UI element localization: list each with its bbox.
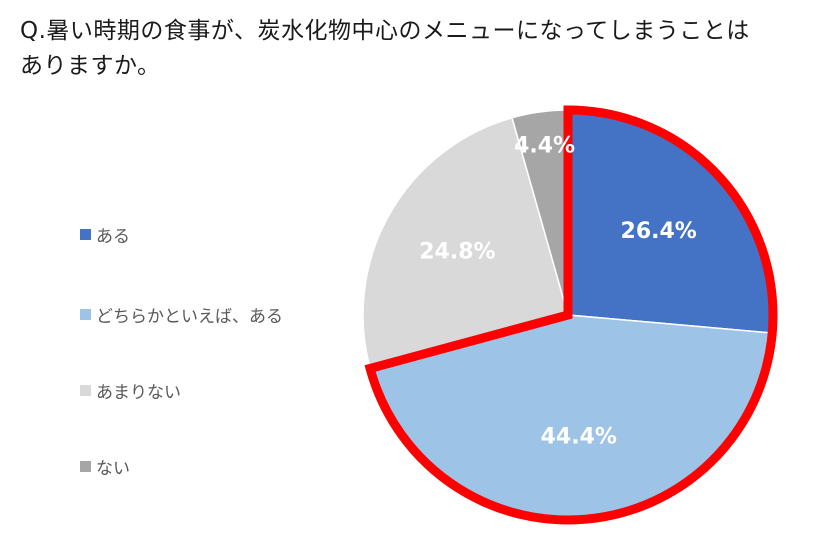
question-line-2: ありますか。 (20, 53, 161, 79)
legend-label-amarinai: あまりない (96, 382, 181, 403)
legend-swatch-nai (80, 460, 91, 472)
legend-label-aru: ある (96, 226, 130, 247)
slice-label-aru: 26.4% (621, 219, 697, 244)
legend-item-dochiraka: どちらかといえば、ある (80, 302, 283, 327)
slice-label-amarinai: 24.8% (419, 239, 495, 264)
legend-swatch-amarinai (80, 384, 91, 396)
legend-label-nai: ない (96, 458, 130, 479)
legend-swatch-aru (80, 228, 91, 240)
slice-label-nai: 4.4% (514, 134, 575, 159)
legend-item-nai: ない (80, 454, 130, 479)
question-line-1: Q.暑い時期の食事が、炭水化物中心のメニューになってしまうことは (20, 18, 750, 44)
legend-swatch-dochiraka (80, 308, 91, 320)
legend-item-amarinai: あまりない (80, 378, 181, 403)
slice-label-dochiraka: 44.4% (541, 425, 617, 450)
question-title: Q.暑い時期の食事が、炭水化物中心のメニューになってしまうことは ありますか。 (20, 14, 830, 84)
legend-item-aru: ある (80, 222, 130, 247)
highlight-outline (364, 105, 778, 525)
pie-slice-amarinai (362, 116, 569, 370)
legend-label-dochiraka: どちらかといえば、ある (96, 306, 283, 327)
